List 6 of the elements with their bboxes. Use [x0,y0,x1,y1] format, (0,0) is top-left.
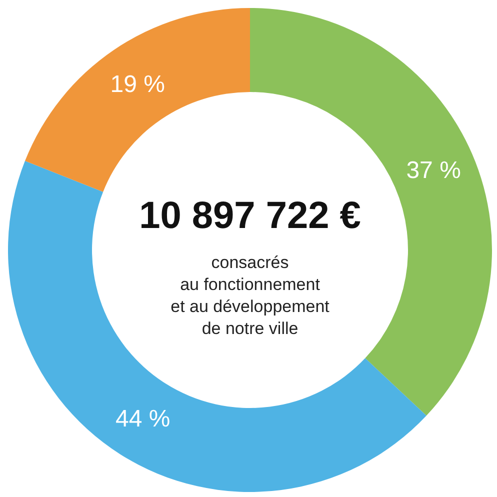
text: consacrés au fonctionnement et au développement de notre ville [170,253,330,338]
data-label: 19 % [110,71,165,98]
data-label: 37 % [406,157,461,184]
data-label: 44 % [115,405,170,432]
donut-slice [24,8,250,192]
text: 10 897 722 € [139,195,361,237]
